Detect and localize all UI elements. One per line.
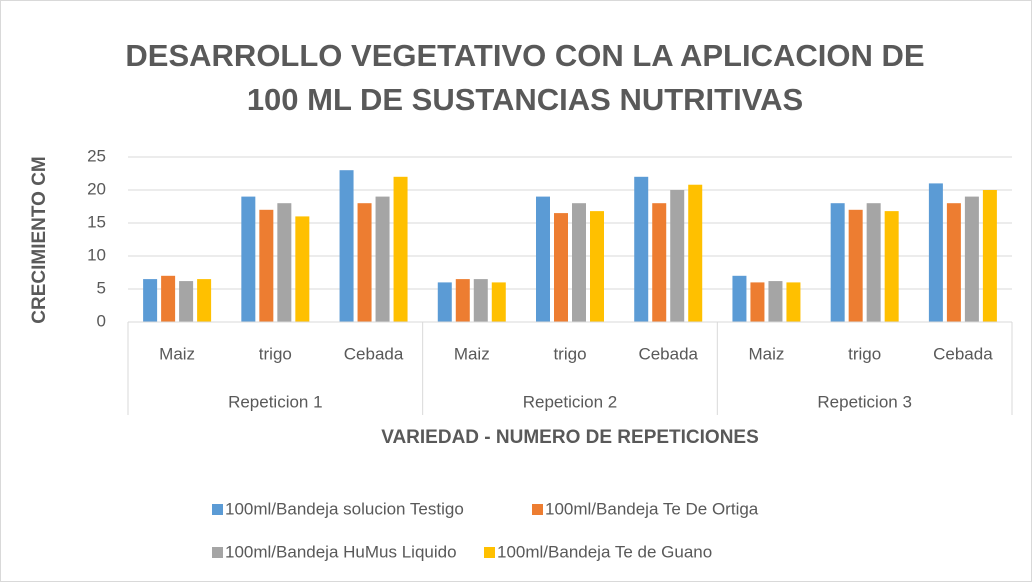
legend-swatch bbox=[212, 504, 223, 515]
chart-title: 100 ML DE SUSTANCIAS NUTRITIVAS bbox=[247, 82, 803, 117]
y-tick-label: 5 bbox=[97, 278, 106, 297]
y-tick-label: 15 bbox=[87, 212, 106, 231]
bar bbox=[572, 203, 586, 322]
bar bbox=[473, 279, 488, 322]
bar bbox=[670, 190, 685, 322]
bar bbox=[437, 282, 452, 322]
bar bbox=[982, 190, 997, 322]
bar bbox=[652, 203, 667, 322]
y-tick-label: 20 bbox=[87, 179, 106, 198]
bar bbox=[554, 213, 568, 322]
group-label: Repeticion 2 bbox=[523, 392, 618, 411]
legend-label: 100ml/Bandeja Te De Ortiga bbox=[545, 499, 759, 518]
bar bbox=[393, 176, 408, 322]
bar bbox=[455, 279, 470, 322]
bar bbox=[786, 282, 801, 322]
bar bbox=[295, 216, 310, 322]
x-axis-title: VARIEDAD - NUMERO DE REPETICIONES bbox=[381, 427, 759, 448]
group-label: Repeticion 1 bbox=[228, 392, 323, 411]
x-tick-label: trigo bbox=[848, 344, 881, 363]
bar bbox=[241, 196, 256, 322]
bar bbox=[634, 176, 649, 322]
bar bbox=[768, 281, 783, 322]
bar bbox=[259, 209, 274, 322]
chart-title: DESARROLLO VEGETATIVO CON LA APLICACION … bbox=[125, 38, 924, 73]
bar bbox=[179, 281, 194, 322]
bar bbox=[143, 279, 158, 322]
bar bbox=[375, 196, 390, 322]
group-label: Repeticion 3 bbox=[817, 392, 912, 411]
x-tick-label: Maiz bbox=[454, 344, 490, 363]
bar bbox=[339, 170, 354, 322]
bar bbox=[946, 203, 961, 322]
bar bbox=[884, 211, 899, 322]
bar bbox=[491, 282, 506, 322]
bar bbox=[357, 203, 372, 322]
bar bbox=[590, 211, 604, 322]
bar bbox=[964, 196, 979, 322]
x-tick-label: Cebada bbox=[344, 344, 404, 363]
x-tick-label: Maiz bbox=[748, 344, 784, 363]
legend-swatch bbox=[212, 547, 223, 558]
legend-swatch bbox=[484, 547, 495, 558]
legend-label: 100ml/Bandeja Te de Guano bbox=[497, 542, 712, 561]
y-tick-label: 25 bbox=[87, 146, 106, 165]
bar bbox=[866, 203, 881, 322]
bar bbox=[830, 203, 845, 322]
legend-label: 100ml/Bandeja HuMus Liquido bbox=[225, 542, 457, 561]
bar bbox=[750, 282, 765, 322]
bar bbox=[277, 203, 292, 322]
bar bbox=[161, 275, 176, 322]
bar bbox=[928, 183, 943, 322]
bar bbox=[197, 279, 212, 322]
x-tick-label: Cebada bbox=[933, 344, 993, 363]
x-tick-label: trigo bbox=[553, 344, 586, 363]
legend-swatch bbox=[532, 504, 543, 515]
bar bbox=[536, 196, 550, 322]
bar bbox=[732, 275, 747, 322]
y-axis-title: CRECIMIENTO CM bbox=[29, 156, 50, 323]
x-tick-label: Maiz bbox=[159, 344, 195, 363]
bar bbox=[688, 184, 703, 322]
y-tick-label: 10 bbox=[87, 245, 106, 264]
x-tick-label: Cebada bbox=[638, 344, 698, 363]
y-tick-label: 0 bbox=[97, 311, 106, 330]
x-tick-label: trigo bbox=[259, 344, 292, 363]
legend-label: 100ml/Bandeja solucion Testigo bbox=[225, 499, 464, 518]
bar bbox=[848, 209, 863, 322]
